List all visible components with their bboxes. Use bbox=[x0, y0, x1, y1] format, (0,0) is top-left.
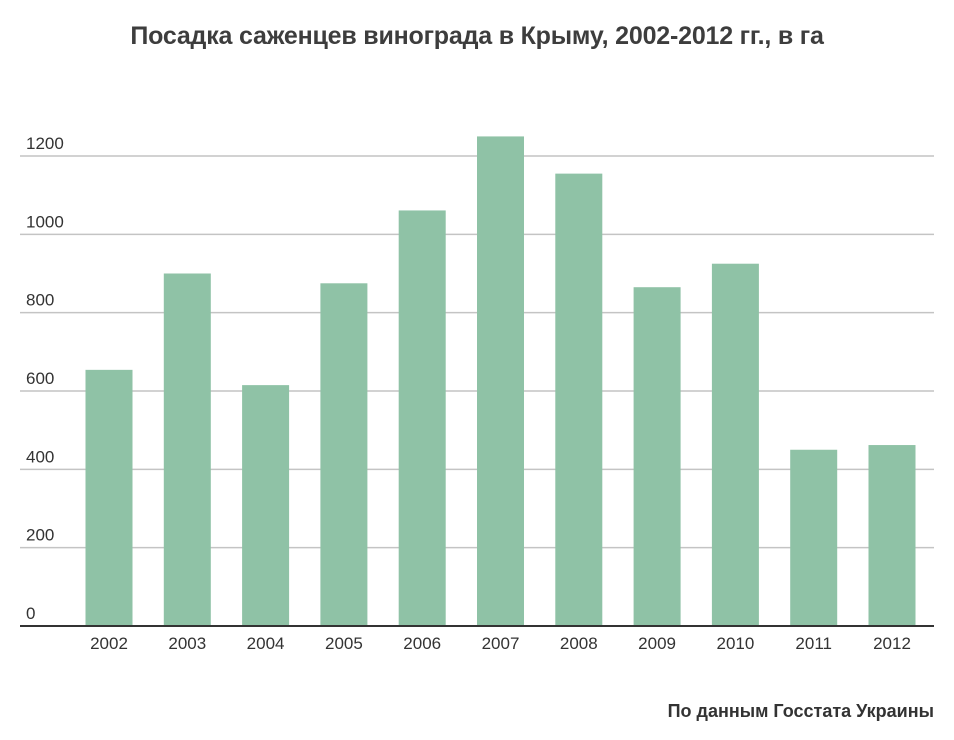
x-tick-label: 2008 bbox=[560, 634, 598, 653]
bar-2008 bbox=[555, 173, 603, 626]
bar-2004 bbox=[242, 385, 290, 626]
bar-2009 bbox=[633, 287, 681, 626]
x-tick-label: 2006 bbox=[403, 634, 441, 653]
source-note: По данным Госстата Украины bbox=[667, 701, 934, 721]
x-tick-label: 2010 bbox=[716, 634, 754, 653]
y-tick-label: 200 bbox=[26, 526, 54, 545]
bar-2003 bbox=[163, 273, 211, 626]
chart-title: Посадка саженцев винограда в Крыму, 2002… bbox=[130, 22, 824, 50]
x-tick-label: 2002 bbox=[90, 634, 128, 653]
y-axis-ticks: 0 200 400 600 800 1000 1200 bbox=[26, 134, 64, 623]
bar-2005 bbox=[320, 283, 368, 626]
bars bbox=[85, 136, 916, 627]
x-tick-label: 2007 bbox=[482, 634, 520, 653]
x-tick-label: 2003 bbox=[168, 634, 206, 653]
bar-2002 bbox=[85, 369, 133, 626]
y-tick-label: 800 bbox=[26, 291, 54, 310]
y-tick-label: 0 bbox=[26, 604, 35, 623]
x-tick-label: 2009 bbox=[638, 634, 676, 653]
y-tick-label: 1200 bbox=[26, 134, 64, 153]
bar-2010 bbox=[711, 263, 759, 626]
bar-2011 bbox=[790, 449, 838, 626]
y-tick-label: 400 bbox=[26, 447, 54, 466]
bar-2007 bbox=[477, 136, 524, 626]
y-tick-label: 600 bbox=[26, 369, 54, 388]
bar-2006 bbox=[398, 210, 446, 627]
x-tick-label: 2005 bbox=[325, 634, 363, 653]
x-axis-ticks: 2002 2003 2004 2005 2006 2007 2008 2009 2010 2011… bbox=[90, 634, 911, 653]
x-tick-label: 2004 bbox=[247, 634, 285, 653]
x-tick-label: 2011 bbox=[795, 634, 832, 653]
bar-2012 bbox=[868, 445, 916, 626]
y-tick-label: 1000 bbox=[26, 212, 64, 231]
x-tick-label: 2012 bbox=[873, 634, 911, 653]
